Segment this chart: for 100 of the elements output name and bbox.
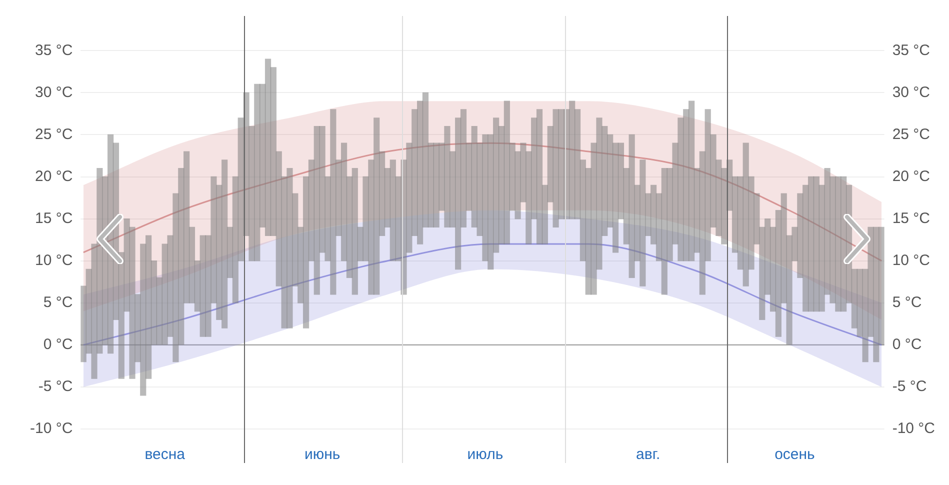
y2-tick-label: 35 °C <box>892 42 930 59</box>
bar <box>476 142 483 236</box>
bar <box>764 218 771 295</box>
bar <box>623 168 630 244</box>
bar <box>184 151 190 304</box>
bar <box>172 193 179 362</box>
y-tick-label: 0 °C <box>43 336 73 354</box>
bar <box>488 134 494 270</box>
bar <box>444 126 450 228</box>
bar <box>818 184 825 312</box>
y2-tick-label: 10 °C <box>892 252 930 269</box>
x-tick-label: весна <box>144 446 186 464</box>
bar <box>813 176 820 312</box>
bar <box>628 134 635 278</box>
bar <box>460 109 467 228</box>
bar <box>324 176 331 262</box>
bar <box>384 168 391 228</box>
bar <box>129 226 136 379</box>
bar <box>634 184 640 262</box>
bar <box>346 176 353 278</box>
y-tick-label: 20 °C <box>34 168 73 185</box>
x-tick-label: июнь <box>304 446 340 464</box>
bar <box>547 126 554 202</box>
bar <box>270 67 276 236</box>
bar <box>412 109 418 236</box>
bar <box>754 193 760 244</box>
bar <box>216 184 222 320</box>
bar <box>302 176 310 328</box>
y-tick-label: -10 °C <box>30 420 73 438</box>
y-tick-label: -5 °C <box>38 378 73 396</box>
y-tick-label: 35 °C <box>34 42 73 59</box>
y2-tick-label: 0 °C <box>892 336 922 354</box>
bar <box>688 100 695 262</box>
bar <box>721 168 728 244</box>
bar <box>438 142 445 211</box>
y2-tick-label: 20 °C <box>892 168 930 185</box>
bar <box>210 176 217 304</box>
bar <box>678 118 684 262</box>
bar <box>759 226 766 320</box>
bar <box>569 100 576 220</box>
bar <box>856 268 863 337</box>
bar <box>748 176 754 270</box>
y2-tick-label: 5 °C <box>892 294 922 312</box>
bar <box>792 226 798 262</box>
bar <box>878 226 884 345</box>
bar <box>710 134 716 228</box>
bar <box>683 109 690 262</box>
x-tick-label: июль <box>467 446 504 464</box>
bar <box>536 109 543 244</box>
bar <box>362 176 369 262</box>
bar <box>482 134 488 262</box>
y-tick-label: 5 °C <box>43 294 73 312</box>
bar <box>406 142 412 253</box>
bar <box>232 176 238 304</box>
bar <box>602 126 608 236</box>
bar <box>308 160 314 262</box>
bar <box>254 84 260 262</box>
bar <box>91 244 98 379</box>
bar <box>786 235 792 345</box>
bar <box>504 100 510 244</box>
bar <box>531 118 538 220</box>
bar <box>156 277 162 345</box>
line-series <box>82 243 882 346</box>
bar <box>260 84 266 228</box>
bar <box>580 160 586 262</box>
bar <box>455 118 462 270</box>
bar <box>205 235 212 337</box>
bar <box>699 151 706 295</box>
bar <box>808 176 814 312</box>
bar <box>150 260 158 345</box>
bar <box>802 184 809 312</box>
bar <box>286 168 293 328</box>
bar <box>694 168 700 253</box>
bar <box>422 92 429 228</box>
bar <box>368 160 374 295</box>
bar <box>493 118 500 253</box>
y2-tick-label: 15 °C <box>892 210 930 227</box>
bar <box>542 184 548 244</box>
bar <box>314 126 320 295</box>
bar <box>352 168 358 295</box>
bar <box>118 252 124 379</box>
bar <box>498 126 505 244</box>
bar <box>656 193 662 262</box>
bar <box>770 226 776 312</box>
bar <box>672 142 678 244</box>
bar <box>835 176 842 312</box>
bar <box>298 226 304 304</box>
bar <box>276 151 282 286</box>
bar <box>873 226 880 362</box>
y-tick-label: 30 °C <box>34 84 73 101</box>
y-tick-label: 15 °C <box>34 210 73 227</box>
bar <box>374 118 380 295</box>
bar <box>134 294 141 362</box>
bar <box>851 268 858 328</box>
bar <box>340 142 348 262</box>
bar <box>780 193 787 304</box>
bar <box>417 100 424 244</box>
bar <box>226 226 234 278</box>
bar <box>775 210 782 337</box>
bar <box>336 160 342 236</box>
